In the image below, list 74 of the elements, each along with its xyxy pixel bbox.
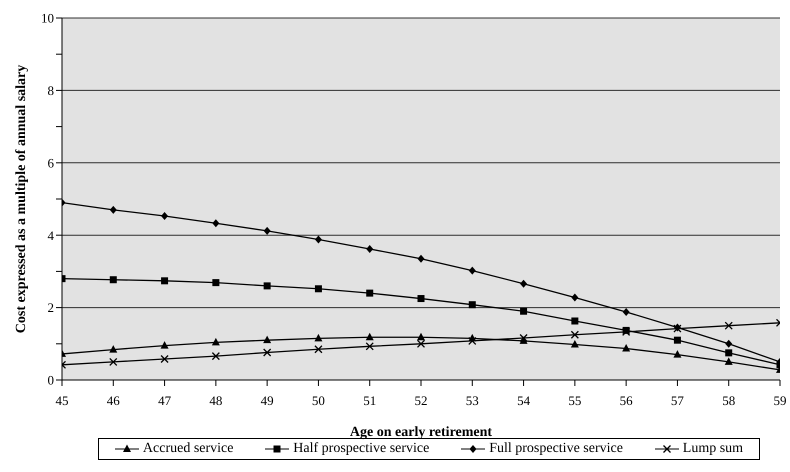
point (418, 295, 424, 302)
x-tick-label: 55 (568, 393, 582, 408)
x-tick-label: 59 (774, 393, 786, 408)
point (571, 317, 578, 324)
x-tick-label: 51 (363, 393, 376, 408)
point (725, 349, 732, 356)
point (724, 357, 733, 365)
x-tick-label: 48 (209, 393, 222, 408)
y-tick-label: 8 (48, 83, 54, 98)
point (366, 332, 374, 340)
point (314, 345, 323, 354)
point (622, 328, 630, 336)
point (520, 280, 528, 288)
legend-label: Half prospective service (292, 441, 430, 457)
point (468, 266, 476, 275)
x-tick-label: 58 (722, 393, 736, 408)
point (674, 336, 681, 344)
point (724, 322, 733, 330)
point (212, 219, 220, 228)
point (109, 345, 118, 353)
point (160, 341, 169, 349)
point (366, 290, 374, 297)
point (570, 340, 579, 348)
y-tick-label: 4 (48, 228, 54, 243)
point (109, 358, 118, 366)
point (571, 293, 578, 302)
x-tick-label: 52 (414, 393, 428, 408)
x-tick-label: 56 (620, 393, 634, 408)
point (468, 301, 476, 308)
point (212, 279, 220, 286)
legend-label: Accrued service (142, 441, 234, 457)
point (314, 236, 322, 244)
point (160, 354, 169, 364)
point (314, 285, 322, 292)
y-axis-title: Cost expressed as a multiple of annual salary (14, 64, 29, 334)
point (314, 334, 322, 342)
x-axis-title: Age on early retirement (350, 425, 492, 440)
legend-label: Lump sum (682, 441, 744, 457)
point (622, 308, 630, 316)
point (366, 244, 374, 253)
x-tick-label: 54 (517, 393, 531, 408)
x-tick-label: 47 (158, 393, 172, 408)
point (416, 340, 426, 348)
y-tick-label: 10 (41, 10, 54, 26)
point (366, 342, 374, 350)
y-tick-label: 6 (48, 155, 54, 170)
point (161, 277, 168, 284)
x-tick-label: 53 (466, 393, 479, 408)
y-tick-label: 2 (48, 300, 54, 316)
point (263, 336, 272, 344)
point (161, 212, 168, 220)
point (418, 254, 424, 263)
point (673, 350, 682, 358)
point (212, 338, 220, 346)
x-tick-label: 46 (106, 393, 120, 408)
point (262, 348, 272, 357)
point (264, 226, 271, 235)
point (264, 282, 271, 290)
point (212, 352, 220, 360)
point (519, 334, 528, 342)
x-tick-label: 57 (670, 393, 684, 408)
point (725, 340, 732, 348)
point (468, 336, 476, 346)
point (622, 344, 630, 352)
point (520, 308, 528, 315)
y-tick-label: 0 (48, 372, 54, 388)
legend-label: Full prospective service (488, 441, 623, 457)
point (417, 332, 425, 340)
point (110, 276, 117, 284)
x-tick-label: 50 (312, 393, 325, 408)
point (570, 330, 580, 339)
x-tick-label: 45 (56, 393, 68, 408)
point (110, 206, 117, 214)
x-tick-label: 49 (260, 393, 274, 408)
